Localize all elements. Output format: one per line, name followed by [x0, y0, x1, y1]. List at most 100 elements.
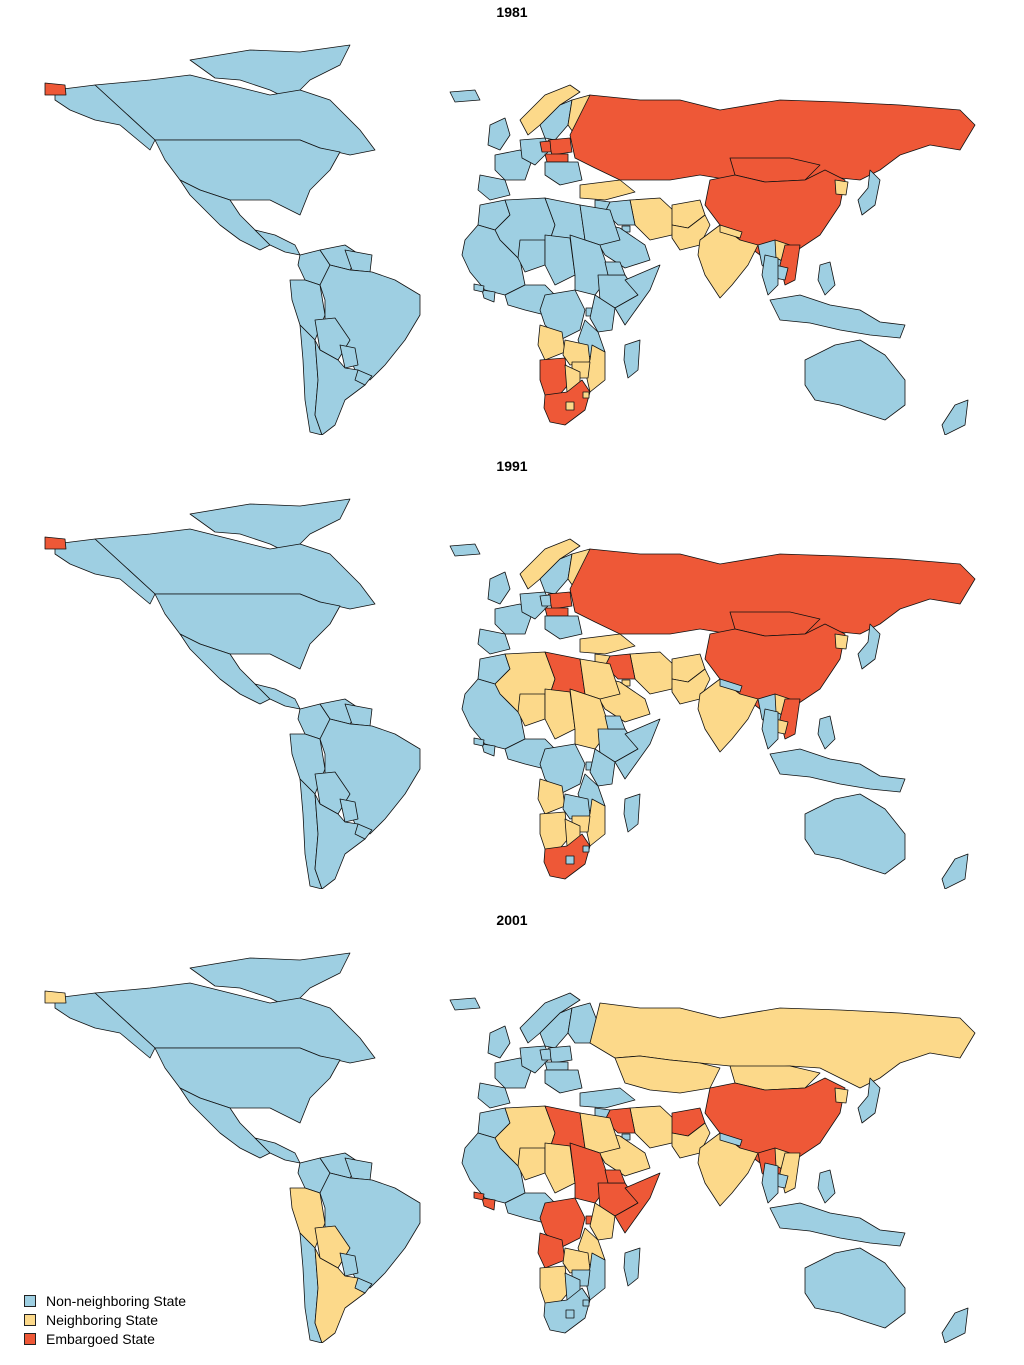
country-balkans: [544, 161, 583, 186]
country-iran: [629, 651, 676, 695]
country-argentina: [314, 793, 366, 889]
country-se-asia-islands: [769, 748, 906, 793]
country-iceland: [449, 997, 481, 1011]
country-north-korea: [834, 633, 849, 650]
country-norway: [519, 992, 581, 1044]
country-turkey: [579, 633, 636, 655]
country-se-asia-islands: [769, 1202, 906, 1247]
country-greenland: [189, 498, 351, 555]
country-egypt: [579, 204, 621, 246]
country-se-asia-islands: [769, 294, 906, 339]
country-lesotho: [565, 401, 575, 411]
country-niger: [517, 239, 546, 273]
country-nepal: [719, 224, 743, 239]
country-poland: [547, 1045, 573, 1064]
country-sierra-leone: [473, 1191, 485, 1201]
country-dr-congo: [539, 1197, 586, 1249]
country-alaska-tip: [44, 82, 67, 96]
country-paraguay: [339, 1252, 359, 1277]
country-japan: [857, 623, 881, 670]
country-australia: [804, 339, 906, 421]
legend-swatch-neighboring: [24, 1313, 36, 1326]
country-philippines: [817, 261, 836, 296]
country-nepal: [719, 1132, 743, 1147]
country-uk: [487, 1025, 511, 1059]
country-soviet-union: [569, 94, 976, 186]
country-lesotho: [565, 855, 575, 865]
country-mexico: [179, 1087, 271, 1159]
country-argentina: [314, 1247, 366, 1343]
country-alaska: [54, 84, 156, 151]
legend-item-neighboring: Neighboring State: [24, 1310, 186, 1329]
country-east-germany: [539, 1048, 552, 1061]
country-czechoslovakia: [544, 1061, 569, 1071]
country-czechoslovakia: [544, 153, 569, 163]
world-map-2001: [44, 952, 976, 1343]
country-north-korea: [834, 179, 849, 196]
country-eritrea: [604, 261, 626, 276]
country-somalia: [614, 718, 661, 780]
country-dr-congo: [539, 743, 586, 795]
country-iceland: [449, 543, 481, 557]
country-norway: [519, 538, 581, 590]
legend-item-non-neighboring: Non-neighboring State: [24, 1291, 186, 1310]
country-greenland: [189, 44, 351, 101]
country-japan: [857, 1077, 881, 1124]
country-kenya: [589, 294, 616, 333]
country-spain: [477, 628, 511, 655]
country-uk: [487, 117, 511, 151]
country-kenya: [589, 748, 616, 787]
country-iran: [629, 197, 676, 241]
country-lesotho: [565, 1309, 575, 1319]
country-egypt: [579, 658, 621, 700]
country-turkey: [579, 179, 636, 201]
country-sierra-leone: [473, 283, 485, 293]
country-somalia: [614, 264, 661, 326]
country-balkans: [544, 615, 583, 640]
country-egypt: [579, 1112, 621, 1154]
map-title-2001: 2001: [496, 912, 528, 928]
legend-label-neighboring: Neighboring State: [46, 1311, 159, 1328]
country-niger: [517, 693, 546, 727]
country-eritrea: [604, 715, 626, 730]
country-japan: [857, 169, 881, 216]
country-uruguay: [354, 823, 373, 840]
legend-swatch-embargoed: [24, 1332, 36, 1345]
country-liberia: [481, 1197, 496, 1211]
country-philippines: [817, 1169, 836, 1204]
country-spain: [477, 1082, 511, 1109]
country-thailand: [761, 1162, 779, 1204]
country-australia: [804, 1247, 906, 1329]
country-angola: [537, 324, 566, 361]
country-liberia: [481, 743, 496, 757]
country-swaziland: [582, 845, 590, 853]
country-usa: [154, 593, 341, 670]
country-paraguay: [339, 798, 359, 823]
country-swaziland: [582, 1299, 590, 1307]
map-legend: Non-neighboring State Neighboring State …: [24, 1291, 186, 1348]
country-soviet-union: [569, 548, 976, 640]
country-balkans: [544, 1069, 583, 1094]
country-uk: [487, 571, 511, 605]
country-east-germany: [539, 140, 552, 153]
world-map-1991: [44, 498, 976, 889]
country-iceland: [449, 89, 481, 103]
country-usa: [154, 1047, 341, 1124]
country-mexico: [179, 179, 271, 251]
legend-swatch-non-neighboring: [24, 1294, 36, 1307]
country-niger: [517, 1147, 546, 1181]
country-paraguay: [339, 344, 359, 369]
country-czechoslovakia: [544, 607, 569, 617]
country-usa: [154, 139, 341, 216]
country-new-zealand: [941, 399, 969, 435]
country-kazakhstan: [614, 1055, 721, 1094]
country-somalia: [614, 1172, 661, 1234]
world-map-1981: [44, 44, 976, 435]
country-east-germany: [539, 594, 552, 607]
country-philippines: [817, 715, 836, 750]
map-title-1991: 1991: [496, 458, 528, 474]
country-poland: [547, 591, 573, 610]
country-chad: [544, 688, 576, 740]
country-norway: [519, 84, 581, 136]
country-madagascar: [623, 1247, 641, 1287]
